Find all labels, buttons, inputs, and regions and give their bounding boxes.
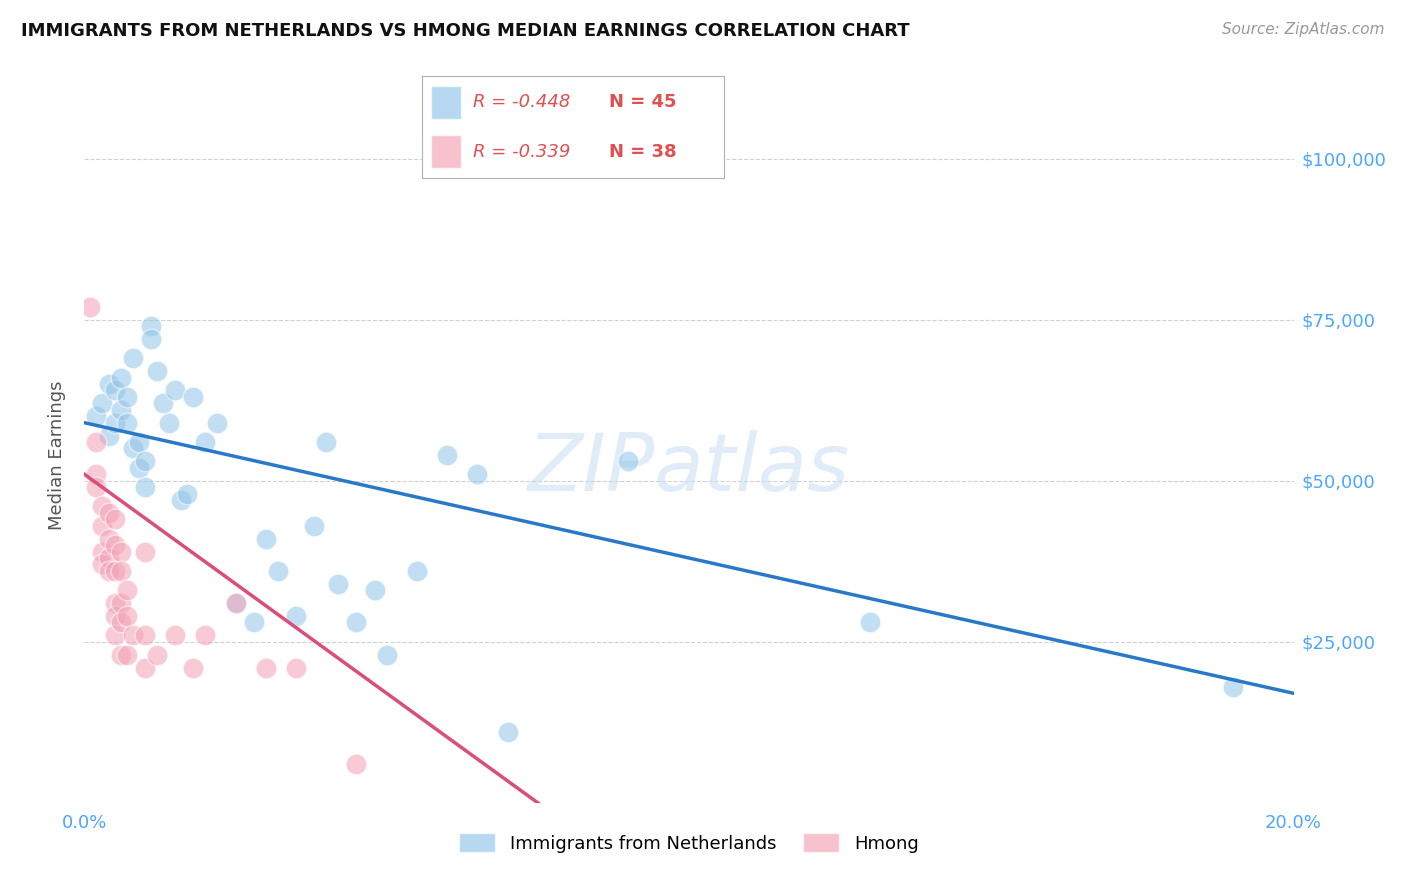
Point	[104, 384, 127, 398]
Point	[242, 615, 264, 630]
Point	[97, 377, 120, 392]
Point	[121, 628, 143, 642]
Point	[104, 564, 127, 578]
Y-axis label: Median Earnings: Median Earnings	[48, 380, 66, 530]
Point	[617, 454, 640, 468]
Point	[225, 596, 247, 610]
Point	[110, 596, 132, 610]
Point	[91, 558, 114, 572]
Point	[146, 648, 169, 662]
Point	[406, 564, 429, 578]
Point	[121, 442, 143, 456]
Point	[128, 435, 150, 450]
Text: R = -0.339: R = -0.339	[474, 143, 571, 161]
Point	[1222, 680, 1244, 694]
Point	[496, 725, 519, 739]
Point	[181, 660, 204, 674]
Point	[86, 435, 108, 450]
Point	[110, 402, 132, 417]
Point	[115, 648, 138, 662]
Point	[134, 660, 156, 674]
Point	[91, 396, 114, 410]
Text: N = 45: N = 45	[609, 94, 676, 112]
Point	[110, 648, 132, 662]
Point	[302, 518, 325, 533]
Point	[97, 564, 120, 578]
Text: R = -0.448: R = -0.448	[474, 94, 571, 112]
Point	[134, 544, 156, 558]
Point	[170, 493, 193, 508]
Point	[134, 480, 156, 494]
Point	[346, 615, 368, 630]
Point	[157, 416, 180, 430]
Point	[134, 454, 156, 468]
Point	[86, 409, 108, 424]
Point	[115, 390, 138, 404]
Point	[121, 351, 143, 366]
Point	[328, 576, 350, 591]
Point	[134, 628, 156, 642]
Point	[110, 544, 132, 558]
Point	[139, 319, 162, 334]
Point	[104, 416, 127, 430]
Point	[104, 596, 127, 610]
Point	[315, 435, 337, 450]
Point	[859, 615, 882, 630]
Point	[86, 480, 108, 494]
Point	[165, 384, 187, 398]
Point	[91, 500, 114, 514]
Point	[375, 648, 398, 662]
Point	[194, 435, 217, 450]
Point	[139, 332, 162, 346]
Point	[79, 300, 101, 314]
Point	[363, 583, 385, 598]
Text: IMMIGRANTS FROM NETHERLANDS VS HMONG MEDIAN EARNINGS CORRELATION CHART: IMMIGRANTS FROM NETHERLANDS VS HMONG MED…	[21, 22, 910, 40]
Point	[104, 609, 127, 624]
Point	[104, 538, 127, 552]
Point	[225, 596, 247, 610]
Point	[285, 660, 308, 674]
Point	[165, 628, 187, 642]
Point	[254, 532, 277, 546]
Point	[110, 370, 132, 384]
Text: N = 38: N = 38	[609, 143, 676, 161]
Point	[97, 532, 120, 546]
Point	[436, 448, 458, 462]
Point	[97, 428, 120, 442]
Point	[91, 544, 114, 558]
Point	[104, 628, 127, 642]
Point	[207, 416, 229, 430]
Point	[128, 460, 150, 475]
Point	[181, 390, 204, 404]
Point	[176, 486, 198, 500]
Point	[97, 506, 120, 520]
Point	[86, 467, 108, 482]
Point	[115, 609, 138, 624]
Point	[104, 512, 127, 526]
Point	[467, 467, 489, 482]
Point	[146, 364, 169, 378]
Text: ZIPatlas: ZIPatlas	[527, 430, 851, 508]
Point	[110, 564, 132, 578]
Point	[115, 583, 138, 598]
Point	[285, 609, 308, 624]
Point	[254, 660, 277, 674]
Point	[346, 757, 368, 772]
Point	[97, 551, 120, 566]
Point	[267, 564, 290, 578]
Point	[115, 416, 138, 430]
Text: Source: ZipAtlas.com: Source: ZipAtlas.com	[1222, 22, 1385, 37]
Bar	[430, 87, 461, 119]
Point	[152, 396, 174, 410]
Point	[194, 628, 217, 642]
Point	[110, 615, 132, 630]
Legend: Immigrants from Netherlands, Hmong: Immigrants from Netherlands, Hmong	[451, 825, 927, 860]
Point	[91, 518, 114, 533]
Bar	[430, 136, 461, 168]
